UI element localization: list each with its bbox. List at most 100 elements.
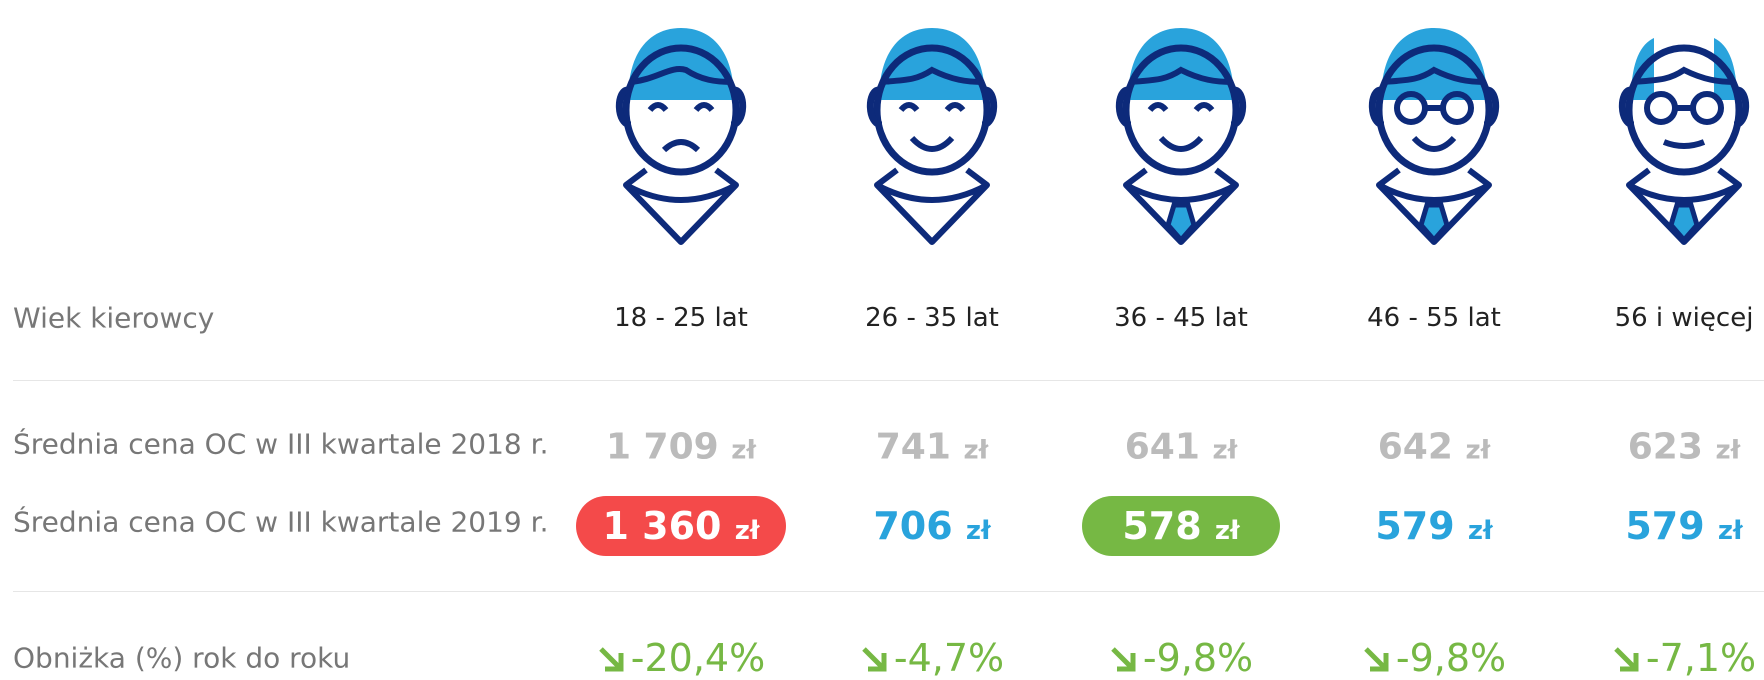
price-value: 741: [875, 426, 951, 468]
icon-shape: [1618, 86, 1750, 129]
age-column: 46 - 55 lat 642 zł 579 zł -9,8%: [1309, 0, 1559, 680]
age-group: 26 - 35 lat: [865, 303, 999, 333]
icon-shape: [1625, 44, 1743, 176]
row-label: Obniżka (%) rok do roku: [13, 641, 351, 675]
price-value: 1 360: [602, 504, 722, 548]
change-value: -20,4%: [630, 636, 766, 680]
icon-shape: [1122, 44, 1240, 176]
icon-shape: [1632, 66, 1736, 85]
price-2019-row: 579 zł: [1309, 496, 1559, 556]
divider: [13, 591, 1764, 592]
price-2018: 642 zł: [1309, 427, 1559, 468]
icon-shape: [866, 86, 998, 129]
price-value: 706: [873, 504, 953, 548]
currency: zł: [965, 516, 991, 546]
avatar-icon: [866, 28, 998, 245]
currency: zł: [1212, 435, 1238, 466]
icon-shape: [1668, 202, 1700, 244]
avatar-icon: [1618, 38, 1750, 245]
icon-shape: [629, 66, 733, 85]
icon-shape: [873, 44, 991, 176]
divider: [13, 380, 1764, 381]
icon-shape: [615, 86, 747, 129]
icon-shape: [1382, 66, 1486, 85]
price-value: 1 709: [605, 426, 719, 468]
down-arrow-icon: [862, 647, 887, 672]
icon-shape: [1158, 135, 1204, 152]
currency: zł: [1715, 435, 1741, 466]
price-2019: 1 360 zł: [576, 496, 786, 556]
down-arrow-icon: [1364, 647, 1389, 672]
icon-shape: [1690, 91, 1724, 125]
price-value: 623: [1627, 426, 1703, 468]
icon-shape: [647, 102, 715, 113]
icon-shape: [1614, 647, 1639, 672]
icon-shape: [898, 102, 966, 113]
price-2019-row: 579 zł: [1559, 496, 1764, 556]
price-value: 642: [1377, 426, 1453, 468]
price-2019: 706 zł: [847, 496, 1016, 556]
down-arrow-icon: [599, 647, 624, 672]
icon-shape: [1631, 38, 1737, 100]
price-2019-row: 706 zł: [807, 496, 1057, 556]
currency: zł: [1214, 516, 1240, 546]
change-value: -4,7%: [893, 636, 1005, 680]
price-value: 579: [1625, 504, 1705, 548]
icon-shape: [1375, 44, 1493, 176]
row-label: Wiek kierowcy: [13, 301, 215, 335]
row-label: Średnia cena OC w III kwartale 2019 r.: [13, 505, 549, 539]
change: -9,8%: [1056, 636, 1306, 680]
icon-shape: [599, 647, 624, 672]
price-2018: 623 zł: [1559, 427, 1764, 468]
change: -7,1%: [1559, 636, 1764, 680]
currency: zł: [963, 435, 989, 466]
price-2019: 578 zł: [1082, 496, 1280, 556]
currency: zł: [1717, 516, 1743, 546]
icon-shape: [1129, 66, 1233, 85]
change-value: -9,8%: [1395, 636, 1507, 680]
price-2019: 579 zł: [1349, 496, 1518, 556]
price-value: 641: [1124, 426, 1200, 468]
avatar-icon: [1368, 28, 1500, 245]
age-group: 36 - 45 lat: [1114, 303, 1248, 333]
currency: zł: [734, 516, 760, 546]
age-column: 26 - 35 lat 741 zł 706 zł -4,7%: [807, 0, 1057, 680]
age-column: 18 - 25 lat 1 709 zł 1 360 zł -20,4%: [556, 0, 806, 680]
age-group: 56 i więcej: [1614, 303, 1754, 333]
change-value: -7,1%: [1645, 636, 1757, 680]
icon-shape: [909, 135, 955, 152]
icon-shape: [1644, 91, 1678, 125]
icon-shape: [1147, 102, 1215, 113]
age-group: 46 - 55 lat: [1367, 303, 1501, 333]
icon-shape: [1662, 139, 1706, 149]
change-value: -9,8%: [1142, 636, 1254, 680]
avatar-icon: [615, 28, 747, 245]
price-value: 579: [1375, 504, 1455, 548]
icon-shape: [1368, 86, 1500, 129]
icon-shape: [661, 139, 701, 153]
currency: zł: [731, 435, 757, 466]
currency: zł: [1465, 435, 1491, 466]
price-2019-row: 578 zł: [1056, 496, 1306, 556]
price-2019: 579 zł: [1599, 496, 1764, 556]
change: -20,4%: [556, 636, 806, 680]
icon-shape: [1418, 202, 1450, 244]
age-column: 36 - 45 lat 641 zł 578 zł -9,8%: [1056, 0, 1306, 680]
icon-shape: [1111, 647, 1136, 672]
icon-shape: [1115, 86, 1247, 129]
icon-shape: [1364, 647, 1389, 672]
icon-shape: [623, 167, 739, 245]
currency: zł: [1467, 516, 1493, 546]
change: -4,7%: [807, 636, 1057, 680]
price-2018: 741 zł: [807, 427, 1057, 468]
icon-shape: [862, 647, 887, 672]
icon-shape: [874, 167, 990, 245]
icon-shape: [1411, 135, 1457, 152]
icon-shape: [880, 66, 984, 85]
icon-shape: [622, 44, 740, 176]
icon-shape: [1165, 202, 1197, 244]
price-2019-row: 1 360 zł: [556, 496, 806, 556]
down-arrow-icon: [1111, 647, 1136, 672]
price-2018: 1 709 zł: [556, 427, 806, 468]
